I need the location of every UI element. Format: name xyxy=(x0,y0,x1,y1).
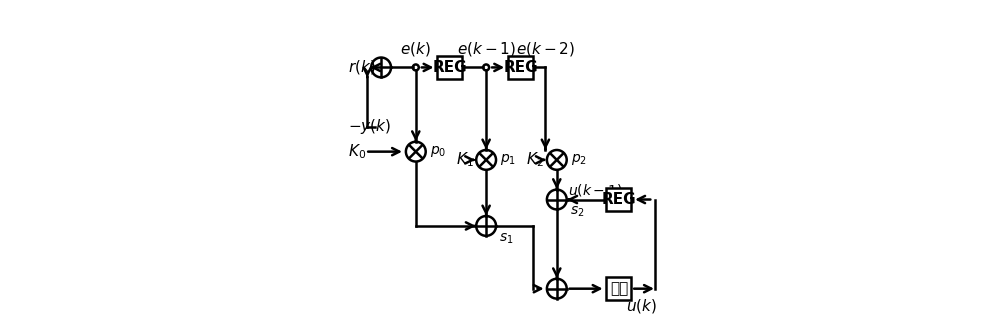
Text: $e(k-2)$: $e(k-2)$ xyxy=(516,40,575,58)
Text: $s_2$: $s_2$ xyxy=(570,205,584,219)
Text: REG: REG xyxy=(602,192,636,207)
Text: $e(k-1)$: $e(k-1)$ xyxy=(457,40,516,58)
Bar xyxy=(508,56,533,79)
Text: REG: REG xyxy=(432,60,467,75)
Text: $u(k-1)$: $u(k-1)$ xyxy=(568,182,623,198)
Bar xyxy=(437,56,462,79)
Bar xyxy=(606,188,631,211)
Text: $K_1$: $K_1$ xyxy=(456,151,473,169)
Text: $K_0$: $K_0$ xyxy=(348,142,366,161)
Text: 限幅: 限幅 xyxy=(610,281,628,296)
Text: $-y(k)$: $-y(k)$ xyxy=(348,117,391,137)
Text: $p_0$: $p_0$ xyxy=(430,144,446,159)
Text: REG: REG xyxy=(503,60,538,75)
Text: $p_2$: $p_2$ xyxy=(571,153,587,167)
Bar xyxy=(606,277,631,300)
Text: $r(k)$: $r(k)$ xyxy=(348,58,376,77)
Text: $e(k)$: $e(k)$ xyxy=(400,40,431,58)
Text: $u(k)$: $u(k)$ xyxy=(626,297,657,315)
Text: $s_1$: $s_1$ xyxy=(499,232,514,246)
Text: $K_2$: $K_2$ xyxy=(526,151,544,169)
Text: $p_1$: $p_1$ xyxy=(500,153,516,167)
